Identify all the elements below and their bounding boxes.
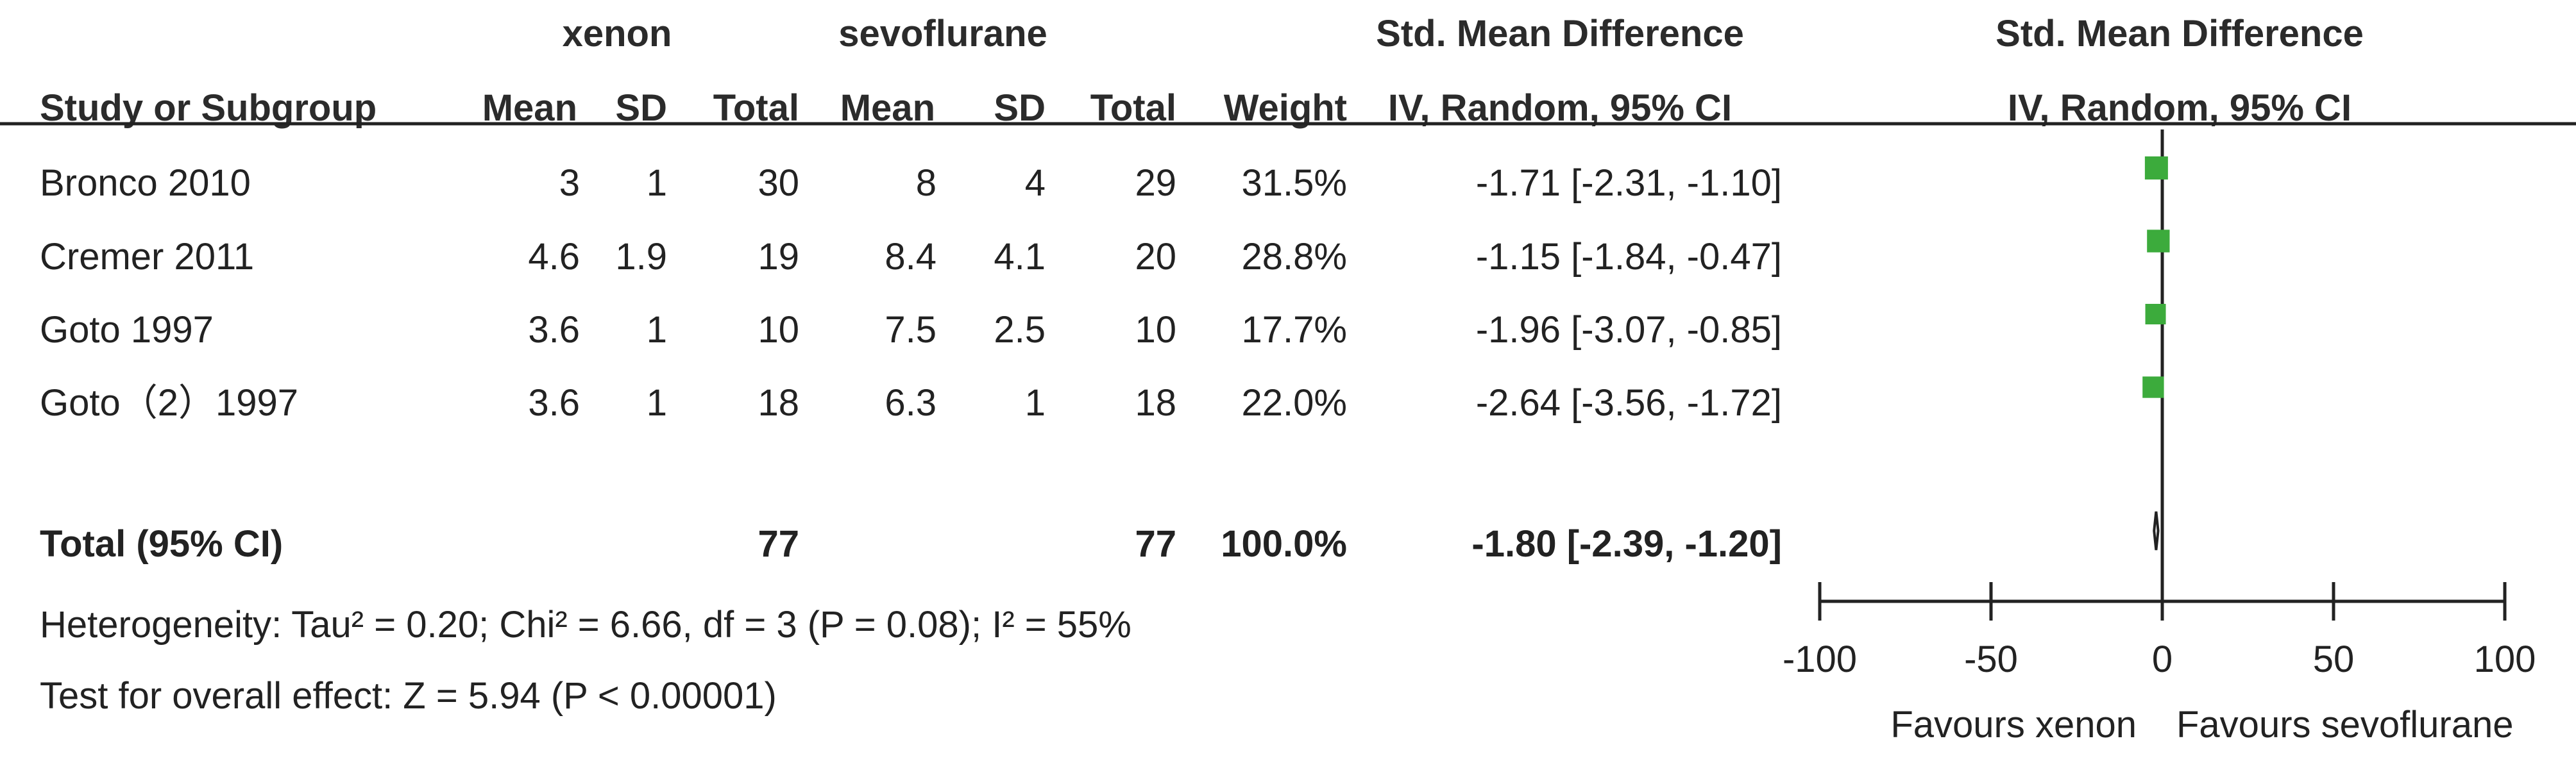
study-marker bbox=[2145, 304, 2166, 324]
cell-weight: 28.8% bbox=[1242, 236, 1347, 278]
header-weight: Weight bbox=[1224, 87, 1347, 129]
header-effect-title: Std. Mean Difference bbox=[1376, 13, 1744, 54]
study-name: Goto（2）1997 bbox=[40, 382, 298, 424]
total-total2: 77 bbox=[1135, 523, 1176, 565]
cell-total2: 20 bbox=[1135, 236, 1176, 278]
x-tick-label: 0 bbox=[2152, 639, 2173, 680]
cell-total2: 18 bbox=[1135, 382, 1176, 424]
cell-mean1: 3 bbox=[559, 162, 580, 204]
cell-mean2: 8 bbox=[916, 162, 936, 204]
header-total1: Total bbox=[713, 87, 799, 129]
cell-sd1: 1.9 bbox=[615, 236, 667, 278]
cell-mean2: 7.5 bbox=[885, 309, 936, 351]
cell-total1: 30 bbox=[758, 162, 799, 204]
total-weight: 100.0% bbox=[1221, 523, 1347, 565]
cell-total1: 19 bbox=[758, 236, 799, 278]
heterogeneity-text: Heterogeneity: Tau² = 0.20; Chi² = 6.66,… bbox=[40, 604, 1131, 646]
total-total1: 77 bbox=[758, 523, 799, 565]
cell-sd2: 2.5 bbox=[994, 309, 1046, 351]
study-row: Bronco 2010 3 1 30 8 4 29 31.5% -1.71 [-… bbox=[40, 162, 1782, 204]
total-ci: -1.80 [-2.39, -1.20] bbox=[1471, 523, 1782, 565]
cell-mean2: 6.3 bbox=[885, 382, 936, 424]
study-marker bbox=[2147, 230, 2170, 253]
study-name: Cremer 2011 bbox=[40, 236, 254, 278]
cell-mean1: 4.6 bbox=[528, 236, 580, 278]
x-tick-label: -50 bbox=[1964, 639, 2018, 680]
cell-ci: -1.15 [-1.84, -0.47] bbox=[1476, 236, 1782, 278]
study-name: Bronco 2010 bbox=[40, 162, 251, 204]
header-mean2: Mean bbox=[840, 87, 935, 129]
forest-plot-area: -100 -50 0 50 100 Favours xenon Favours sevofl… bbox=[1783, 129, 2536, 746]
total-label: Total (95% CI) bbox=[40, 523, 283, 565]
cell-sd1: 1 bbox=[647, 162, 667, 204]
header-study: Study or Subgroup bbox=[40, 87, 377, 129]
header-plot-method: IV, Random, 95% CI bbox=[2008, 87, 2351, 129]
cell-total2: 10 bbox=[1135, 309, 1176, 351]
cell-ci: -2.64 [-3.56, -1.72] bbox=[1476, 382, 1782, 424]
x-tick-label: -100 bbox=[1783, 639, 1857, 680]
cell-weight: 31.5% bbox=[1242, 162, 1347, 204]
cell-weight: 17.7% bbox=[1242, 309, 1347, 351]
cell-total1: 10 bbox=[758, 309, 799, 351]
header-group1: xenon bbox=[563, 13, 672, 54]
cell-sd2: 4 bbox=[1025, 162, 1046, 204]
overall-effect-text: Test for overall effect: Z = 5.94 (P < 0… bbox=[40, 675, 777, 717]
study-row: Goto 1997 3.6 1 10 7.5 2.5 10 17.7% -1.9… bbox=[40, 309, 1782, 351]
cell-weight: 22.0% bbox=[1242, 382, 1347, 424]
header-mean1: Mean bbox=[482, 87, 577, 129]
study-row: Goto（2）1997 3.6 1 18 6.3 1 18 22.0% -2.6… bbox=[40, 382, 1782, 424]
cell-mean1: 3.6 bbox=[528, 309, 580, 351]
study-row: Cremer 2011 4.6 1.9 19 8.4 4.1 20 28.8% … bbox=[40, 236, 1782, 278]
study-marker bbox=[2142, 376, 2164, 398]
cell-mean2: 8.4 bbox=[885, 236, 936, 278]
study-name: Goto 1997 bbox=[40, 309, 214, 351]
study-marker bbox=[2144, 156, 2168, 179]
cell-sd2: 4.1 bbox=[994, 236, 1046, 278]
total-row: Total (95% CI) 77 77 100.0% -1.80 [-2.39… bbox=[40, 523, 1782, 565]
header-plot-title: Std. Mean Difference bbox=[1996, 13, 2364, 54]
header-effect-method: IV, Random, 95% CI bbox=[1388, 87, 1732, 129]
cell-total1: 18 bbox=[758, 382, 799, 424]
header-sd2: SD bbox=[994, 87, 1046, 129]
x-tick-label: 50 bbox=[2313, 639, 2355, 680]
cell-sd1: 1 bbox=[647, 309, 667, 351]
header-total2: Total bbox=[1090, 87, 1176, 129]
cell-ci: -1.96 [-3.07, -0.85] bbox=[1476, 309, 1782, 351]
favours-right-label: Favours sevoflurane bbox=[2176, 704, 2513, 746]
cell-mean1: 3.6 bbox=[528, 382, 580, 424]
x-tick-label: 100 bbox=[2474, 639, 2536, 680]
cell-sd2: 1 bbox=[1025, 382, 1046, 424]
pooled-diamond bbox=[2153, 511, 2160, 551]
favours-left-label: Favours xenon bbox=[1890, 704, 2137, 746]
cell-ci: -1.71 [-2.31, -1.10] bbox=[1476, 162, 1782, 204]
header-sd1: SD bbox=[615, 87, 667, 129]
header-group2: sevoflurane bbox=[838, 13, 1047, 54]
cell-sd1: 1 bbox=[647, 382, 667, 424]
cell-total2: 29 bbox=[1135, 162, 1176, 204]
